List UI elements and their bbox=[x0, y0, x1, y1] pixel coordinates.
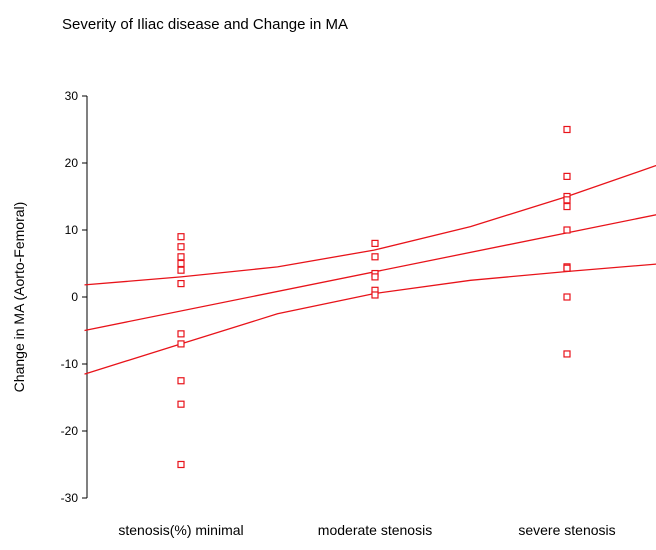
data-point bbox=[563, 196, 571, 204]
data-point bbox=[371, 253, 379, 261]
y-tick-label: -30 bbox=[61, 491, 79, 505]
y-tick-label: -20 bbox=[61, 424, 79, 438]
x-category-label: moderate stenosis bbox=[318, 522, 432, 538]
data-point bbox=[177, 266, 185, 274]
data-point bbox=[177, 233, 185, 241]
data-point bbox=[177, 340, 185, 348]
data-point bbox=[177, 377, 185, 385]
y-tick-label: 0 bbox=[71, 290, 78, 304]
data-point bbox=[371, 291, 379, 299]
y-tick-label: 10 bbox=[65, 223, 79, 237]
data-points bbox=[177, 125, 571, 469]
data-point bbox=[563, 172, 571, 180]
y-ticks: -30 -20 -10 0 10 20 30 bbox=[61, 89, 87, 505]
data-point bbox=[563, 350, 571, 358]
x-category-label: severe stenosis bbox=[518, 522, 615, 538]
y-tick-label: 30 bbox=[65, 89, 79, 103]
data-point bbox=[177, 400, 185, 408]
data-point bbox=[371, 239, 379, 247]
x-category-label: stenosis(%) minimal bbox=[118, 522, 243, 538]
data-point bbox=[563, 125, 571, 134]
data-point bbox=[177, 259, 185, 268]
y-tick-label: -10 bbox=[61, 357, 79, 371]
data-point bbox=[177, 280, 185, 288]
data-point bbox=[177, 243, 185, 251]
data-point bbox=[563, 264, 571, 272]
chart-title: Severity of Iliac disease and Change in … bbox=[62, 16, 348, 33]
data-point bbox=[177, 253, 185, 261]
data-point bbox=[563, 202, 571, 211]
data-point bbox=[563, 226, 571, 234]
data-point bbox=[177, 460, 185, 469]
data-point bbox=[371, 273, 379, 281]
data-point bbox=[177, 330, 185, 338]
category-labels: stenosis(%) minimal moderate stenosis seve… bbox=[118, 522, 615, 538]
y-tick-label: 20 bbox=[65, 156, 79, 170]
data-point bbox=[563, 293, 571, 301]
y-axis-title: Change in MA (Aorto-Femoral) bbox=[11, 202, 27, 393]
